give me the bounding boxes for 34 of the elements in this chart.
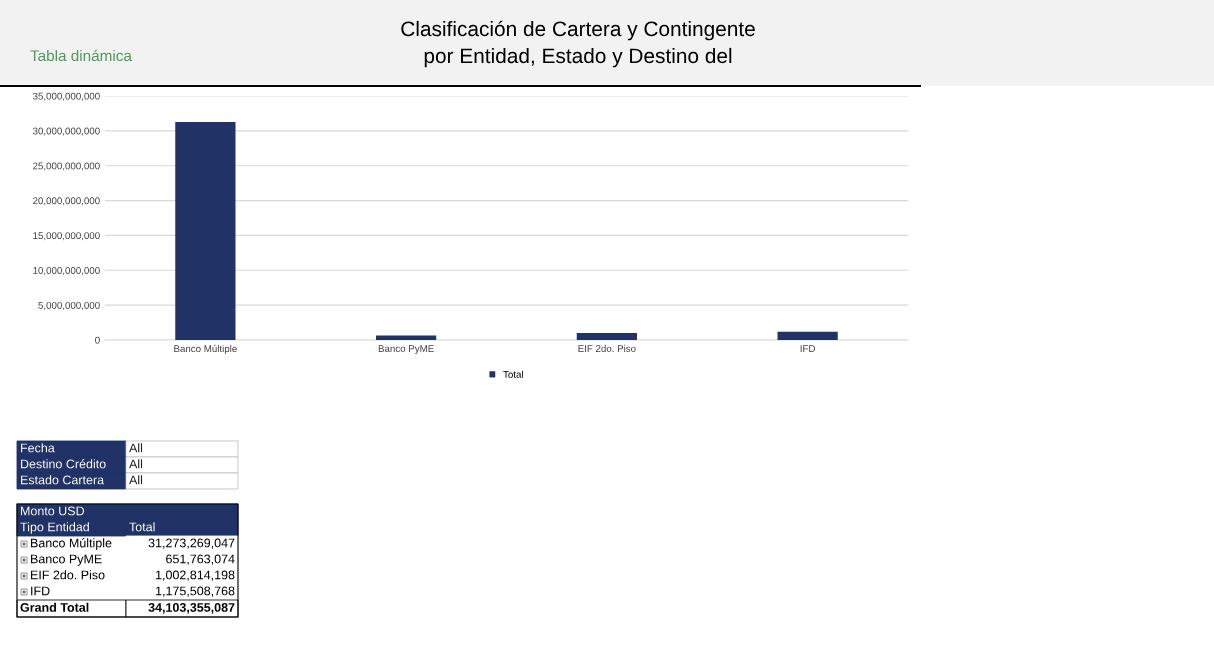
category-label: Banco PyME [31, 554, 102, 566]
text: Tipo Entidad [20, 522, 89, 534]
text: Total [129, 522, 155, 532]
y-tick-label: 5,000,000,000 [38, 301, 100, 310]
y-tick-label: 20,000,000,000 [33, 197, 100, 206]
text: Fecha [21, 443, 55, 453]
x-tick-label: Banco PyME [378, 345, 434, 354]
text: Estado Cartera [21, 475, 105, 485]
y-tick-label: 35,000,000,000 [32, 92, 100, 101]
text: 34,103,355,087 [148, 603, 235, 614]
category-label: Banco Múltiple [31, 538, 112, 550]
text: Grand Total [20, 602, 89, 612]
x-tick-label: Banco Múltiple [174, 344, 237, 355]
y-tick-label: 15,000,000,000 [33, 232, 100, 241]
text: All [129, 459, 143, 469]
text: 651,763,074 [166, 554, 235, 565]
text: Monto USD [21, 506, 85, 516]
text: Tabla dinámica [30, 49, 132, 62]
text: 1,175,508,768 [156, 586, 235, 597]
category-label: IFD [31, 586, 50, 596]
text: 31,273,269,047 [148, 538, 235, 549]
y-tick-label: 0 [95, 336, 100, 344]
text: Destino Crédito [21, 459, 106, 469]
text: 1,002,814,198 [156, 570, 235, 581]
text: All [129, 443, 143, 453]
chart-title: Clasificación de Cartera y Contingente por Entidad, Estado y Destino del [401, 20, 755, 68]
text: All [129, 475, 143, 485]
y-tick-label: 25,000,000,000 [33, 162, 100, 171]
legend-label: Total [503, 370, 523, 378]
x-tick-label: IFD [800, 345, 815, 352]
x-tick-label: EIF 2do. Piso [578, 344, 636, 352]
category-label: EIF 2do. Piso [31, 570, 105, 580]
y-tick-label: 30,000,000,000 [32, 127, 100, 136]
y-tick-label: 10,000,000,000 [33, 267, 100, 276]
